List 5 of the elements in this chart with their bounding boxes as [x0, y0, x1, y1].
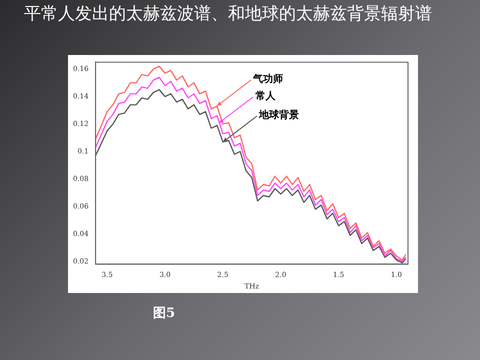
annotation: 气功师	[253, 73, 284, 88]
chart-title: 平常人发出的太赫兹波谱、和地球的太赫兹背景辐射谱	[24, 4, 433, 25]
annotation: 地球背景	[258, 108, 299, 123]
annotation: 常人	[255, 90, 276, 104]
caption: 图5	[153, 305, 176, 322]
